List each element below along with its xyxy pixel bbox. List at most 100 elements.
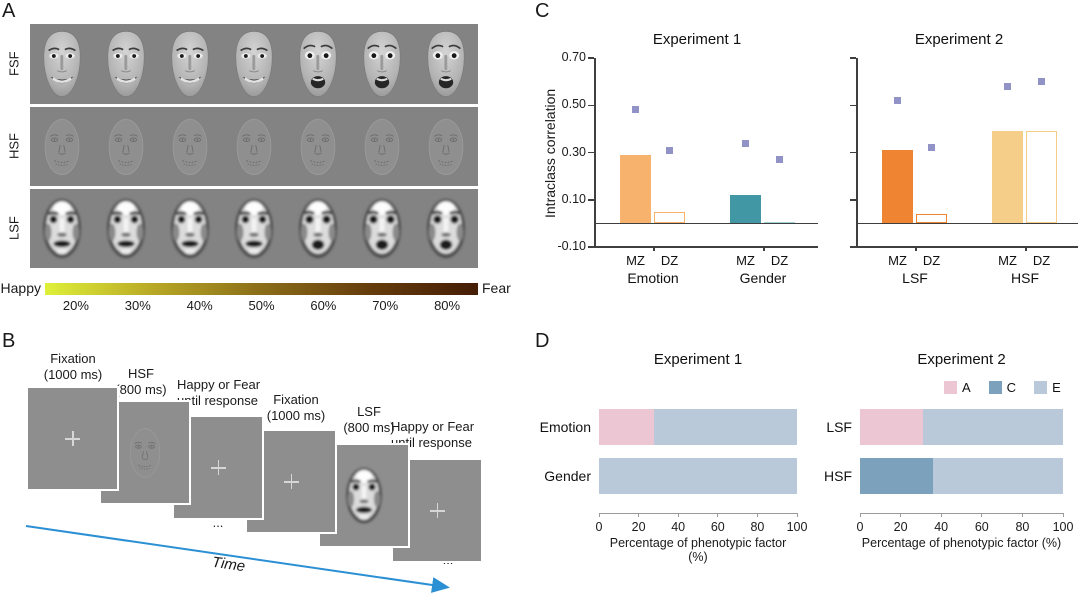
x-tick [677,513,679,517]
lsf-face-image [344,465,384,526]
panel-a-label: A [2,0,16,22]
legend-item-c: C [988,380,1017,395]
y-tick [850,151,856,154]
x-tick-label: 0 [595,520,603,534]
x-bar-label: MZ [888,253,907,268]
fsf-face-image [167,27,213,101]
y-tick-label: -0.10 [557,239,587,253]
y-tick [850,57,856,59]
fsf-face-image [359,27,405,101]
x-tick-label: 100 [1052,520,1074,534]
trial-screen-fixation-1 [26,386,119,491]
legend-label-e: E [1052,380,1061,395]
marker-emotion-dz [666,146,673,154]
x-tick-label: 60 [974,520,989,534]
segment-emotion-e [654,409,797,445]
chart-title-ace-exp2: Experiment 2 [917,351,1006,368]
chart-title-ace-exp1: Experiment 1 [653,351,743,368]
x-group-tick [915,247,917,251]
y-tick [588,246,594,248]
y-tick-label: 0.50 [561,97,586,112]
morph-tick: 20% [62,298,89,313]
y-tick [850,246,856,248]
x-tick [1021,513,1023,517]
x-group-label: HSF [1011,270,1039,286]
segment-emotion-a [599,409,655,445]
icc-chart-exp1: 0.70 0.50 0.30 0.10 -0.10 MZ DZ Emotion MZ DZ Gend… [558,50,818,286]
bar-hsf-dz [1026,131,1057,224]
ace-x-axis-label-exp1: Percentage of phenotypic factor (%) [609,536,787,564]
ace-chart-exp1: Emotion Gender 0 20 40 60 80 100 [540,409,807,554]
x-axis [594,246,818,248]
x-group-tick [653,247,655,251]
ace-legend: A C E [944,380,1061,395]
y-axis [856,58,858,247]
x-group-tick [1025,247,1027,251]
panel-d-label: D [535,330,550,352]
hsf-face-image [426,117,466,177]
lsf-face-image [361,196,403,261]
legend-swatch-e [1034,381,1048,394]
y-tick [588,57,594,59]
x-tick-label: 80 [1015,520,1030,534]
legend-label-c: C [1006,380,1017,395]
hsf-face-image [42,117,82,177]
x-bar-label: DZ [660,253,679,268]
trial-step-label: Happy or Fear until response [177,377,261,408]
morph-gradient-bar [45,283,478,295]
morph-percentages: 20% 30% 40% 50% 60% 70% 80% [45,298,478,313]
x-tick [900,513,902,517]
trial-step-label: HSF (800 ms) [115,366,167,397]
fixation-cross-icon [210,460,226,475]
ace-chart-exp2: LSF HSF 0 20 40 60 80 100 [824,409,1073,554]
lsf-face-image [169,196,211,261]
marker-emotion-mz [632,106,639,114]
lsf-face-image [425,196,467,261]
row-label-hsf: HSF [824,468,852,484]
chart-title-icc-exp1: Experiment 1 [652,31,742,48]
x-tick-label: 60 [710,520,725,534]
segment-lsf-a [860,409,923,445]
lsf-face-image [297,196,339,261]
x-tick [756,513,758,517]
morph-tick: 60% [310,298,337,313]
fsf-face-image [103,27,149,101]
row-label-fsf: FSF [6,51,22,77]
gradient-left-label: Happy [0,280,41,296]
fsf-face-image [39,27,85,101]
legend-swatch-a [944,381,957,394]
x-group-tick [763,247,765,251]
x-bar-label: DZ [770,253,789,268]
ace-x-axis-label-exp2: Percentage of phenotypic factor (%) [861,536,1062,550]
segment-lsf-e [922,409,1063,445]
x-axis [856,246,1078,248]
row-label-gender: Gender [544,468,591,484]
bar-lsf-mz [882,150,913,224]
time-arrow [25,525,450,593]
morph-tick: 40% [186,298,213,313]
row-label-emotion: Emotion [539,419,591,435]
morph-tick: 70% [372,298,399,313]
hsf-face-image [106,117,146,177]
gradient-right-label: Fear [482,280,511,296]
y-tick-label: 0.30 [561,144,586,159]
lsf-face-image [105,196,147,261]
x-group-label: Gender [739,270,787,286]
x-tick [717,513,719,517]
zero-line [594,222,818,225]
x-tick [1062,513,1064,517]
fixation-cross-icon [65,431,80,446]
panel-b-label: B [2,330,16,352]
y-tick [850,199,856,201]
trial-step-label: Fixation (1000 ms) [266,392,326,423]
legend-label-a: A [962,380,971,395]
y-tick [850,104,856,106]
panel-c-label: C [535,0,550,22]
y-tick [588,199,594,201]
legend-swatch-c [988,381,1002,394]
x-tick-label: 20 [893,520,908,534]
x-tick-label: 40 [934,520,949,534]
x-bar-label: MZ [626,253,645,268]
marker-hsf-mz [1004,82,1011,90]
